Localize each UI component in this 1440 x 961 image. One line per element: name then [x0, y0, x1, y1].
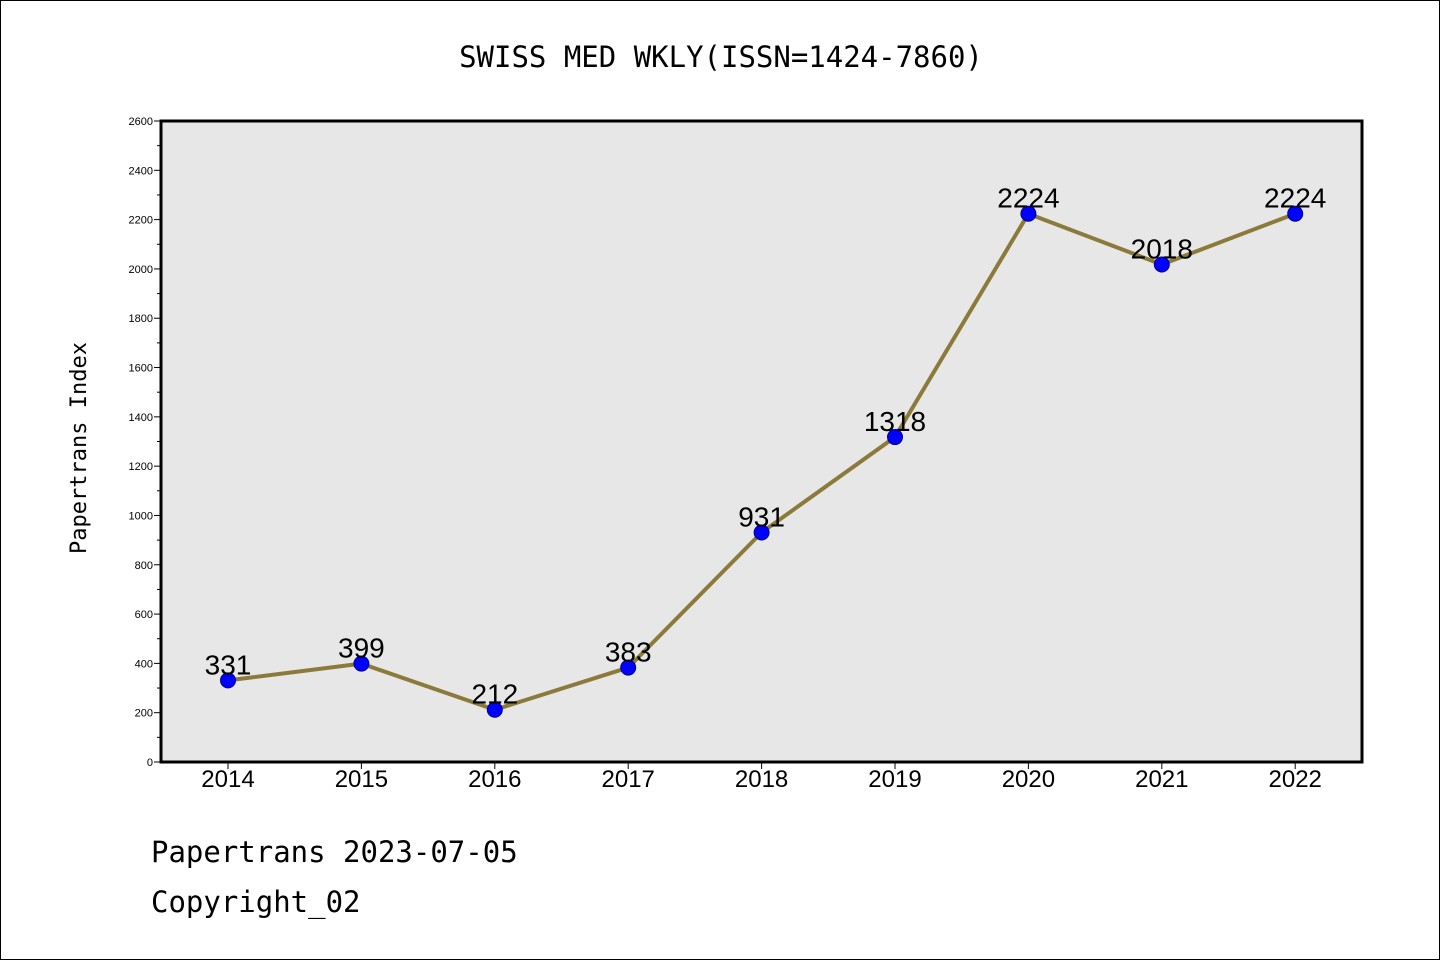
data-point — [1020, 205, 1037, 222]
data-labels: 331 399 212 383 931 1318 2224 2018 2224 — [205, 183, 1327, 710]
footer-copyright: Copyright_02 — [151, 885, 361, 919]
x-axis: 2014 2015 2016 2017 2018 2019 2020 2021 2022 — [201, 762, 1322, 793]
data-label: 2224 — [997, 183, 1059, 214]
x-tick-label: 2019 — [868, 766, 921, 793]
data-point — [1153, 256, 1170, 273]
series-papertrans-index — [220, 205, 1304, 718]
y-tick-label: 1600 — [129, 363, 153, 375]
data-label: 1318 — [864, 406, 926, 437]
data-point — [220, 672, 236, 689]
data-point — [1287, 205, 1304, 222]
y-tick-label: 1400 — [129, 412, 153, 424]
data-label: 212 — [471, 679, 518, 710]
data-point — [753, 524, 770, 541]
x-tick-label: 2022 — [1269, 766, 1322, 793]
x-tick-label: 2016 — [468, 766, 521, 793]
y-tick-label: 1800 — [129, 313, 153, 325]
y-tick-label: 1200 — [129, 461, 153, 473]
x-tick-label: 2014 — [201, 766, 254, 793]
data-label: 331 — [205, 649, 252, 680]
y-tick-label: 2000 — [129, 264, 153, 276]
y-tick-label: 1000 — [129, 510, 153, 522]
data-point — [486, 701, 503, 718]
data-label: 399 — [338, 633, 385, 664]
x-tick-label: 2018 — [735, 766, 788, 793]
footer-date: Papertrans 2023-07-05 — [151, 835, 518, 869]
data-label: 2224 — [1264, 183, 1326, 214]
data-point — [353, 655, 370, 672]
y-tick-label: 200 — [135, 708, 153, 720]
y-tick-label: 800 — [135, 560, 153, 572]
chart-title: SWISS MED WKLY(ISSN=1424-7860) — [459, 40, 983, 74]
x-tick-label: 2017 — [602, 766, 655, 793]
y-tick-label: 400 — [135, 658, 153, 670]
y-tick-label: 2400 — [129, 165, 153, 177]
data-label: 931 — [738, 501, 785, 532]
data-label: 2018 — [1131, 233, 1193, 264]
x-tick-label: 2015 — [335, 766, 388, 793]
y-tick-label: 600 — [135, 609, 153, 621]
data-label: 383 — [605, 637, 652, 668]
x-tick-label: 2021 — [1135, 766, 1188, 793]
y-tick-label: 2600 — [129, 116, 153, 128]
x-tick-label: 2020 — [1002, 766, 1055, 793]
plot-area — [159, 119, 1364, 764]
y-axis-label: Papertrans Index — [67, 342, 92, 554]
y-tick-label: 0 — [147, 757, 153, 769]
data-point — [620, 659, 637, 676]
y-tick-label: 2200 — [129, 215, 153, 227]
y-axis: 0 200 400 600 800 1000 1200 1400 1600 1800 2000 220… — [129, 116, 161, 769]
data-point — [887, 429, 903, 446]
